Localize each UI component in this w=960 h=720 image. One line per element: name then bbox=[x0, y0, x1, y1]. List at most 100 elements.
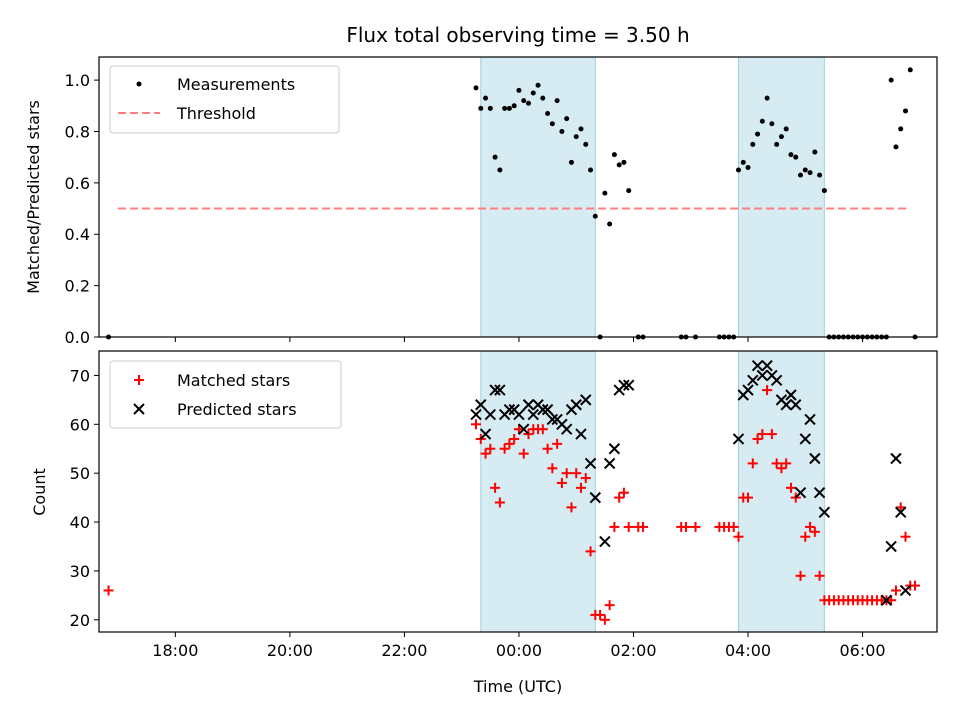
bot-series-1-point bbox=[742, 384, 754, 396]
bottom-legend-box bbox=[109, 360, 342, 429]
bot-series-0-point bbox=[595, 609, 606, 620]
top-series-0-point bbox=[568, 159, 574, 165]
bot-series-0-point bbox=[599, 614, 610, 625]
bot-series-1-point bbox=[513, 408, 525, 421]
bot-series-1-point bbox=[761, 359, 773, 372]
bot-series-0-point bbox=[580, 473, 591, 484]
x-tick-label: 04:00 bbox=[725, 641, 771, 660]
x-tick-label: 00:00 bbox=[496, 641, 542, 660]
top-series-0-point bbox=[592, 213, 598, 219]
bot-series-0-point bbox=[504, 438, 515, 449]
top-series-0-point bbox=[564, 116, 570, 122]
bot-series-0-point bbox=[542, 443, 553, 454]
bot-series-0-point bbox=[776, 463, 787, 474]
bot-series-1-point bbox=[770, 374, 783, 387]
bot-series-0-point bbox=[690, 521, 701, 532]
top-series-0-point bbox=[626, 188, 632, 194]
bot-series-0-point bbox=[571, 468, 582, 479]
top-series-0-point bbox=[812, 149, 818, 155]
bot-series-1-point bbox=[747, 374, 759, 387]
top-series-0-point bbox=[802, 167, 808, 173]
top-series-0-point bbox=[764, 95, 770, 101]
bot-series-1-point bbox=[785, 389, 797, 401]
legend-label-measurements: Measurements bbox=[177, 75, 295, 94]
bot-series-1-point bbox=[518, 423, 530, 435]
bot-series-0-point bbox=[566, 502, 577, 513]
bot-shaded-interval-1 bbox=[737, 350, 825, 633]
x-tick-label: 22:00 bbox=[381, 641, 427, 660]
top-series-0-point bbox=[903, 108, 909, 114]
bot-series-0-point bbox=[766, 429, 777, 440]
bot-series-0-point bbox=[575, 482, 586, 493]
top-series-0-point bbox=[506, 105, 512, 111]
top-series-0-point bbox=[497, 167, 503, 173]
bot-series-0-point bbox=[556, 477, 567, 488]
bot-series-1-point bbox=[470, 408, 482, 421]
bot-series-0-point bbox=[614, 492, 625, 503]
bot-series-1-point bbox=[527, 408, 539, 421]
bot-series-1-point bbox=[479, 428, 492, 440]
x-tick-label: 02:00 bbox=[610, 641, 656, 660]
top-legend-box bbox=[109, 65, 340, 134]
bot-series-0-point bbox=[547, 463, 558, 474]
bot-series-1-point bbox=[780, 399, 792, 411]
top-series-0-point bbox=[898, 126, 904, 132]
bot-series-0-point bbox=[604, 600, 615, 611]
top-series-0-point bbox=[778, 134, 784, 140]
bot-series-0-point bbox=[618, 487, 629, 498]
bot-series-1-point bbox=[560, 423, 573, 435]
bot-series-1-point bbox=[603, 457, 616, 470]
top-series-0-point bbox=[788, 152, 794, 158]
top-series-0-point bbox=[740, 159, 746, 165]
bot-series-1-point bbox=[751, 359, 764, 372]
bot-series-0-point bbox=[785, 482, 796, 493]
bot-series-1-point bbox=[494, 384, 506, 396]
bot-series-0-point bbox=[752, 433, 763, 444]
bot-series-1-point bbox=[608, 443, 621, 455]
bot-series-1-point bbox=[895, 506, 907, 518]
top-series-0-point bbox=[511, 103, 517, 109]
bot-series-0-point bbox=[103, 585, 114, 596]
top-series-0-point bbox=[750, 141, 756, 147]
legend-x-glyph bbox=[133, 403, 145, 415]
top-y-tick-label: 1.0 bbox=[65, 71, 90, 90]
top-shaded-interval-1 bbox=[737, 56, 825, 338]
top-series-0-point bbox=[535, 82, 541, 88]
bot-series-1-point bbox=[899, 584, 912, 597]
bot-series-0-point bbox=[552, 438, 563, 449]
bot-series-0-point bbox=[561, 468, 572, 479]
bot-series-0-point bbox=[743, 492, 754, 503]
top-series-0-point bbox=[616, 162, 622, 168]
bot-series-0-point bbox=[585, 546, 596, 557]
top-series-0-point bbox=[888, 77, 894, 83]
bot-series-0-point bbox=[771, 458, 782, 469]
top-legend: Measurements Threshold bbox=[109, 65, 340, 134]
bot-series-1-point bbox=[790, 399, 802, 411]
top-axes-frame bbox=[98, 56, 938, 338]
top-series-0-point bbox=[578, 126, 584, 132]
bot-series-0-point bbox=[480, 448, 491, 459]
top-series-0-point bbox=[783, 126, 789, 132]
top-series-0-point bbox=[521, 98, 527, 104]
x-tick-label: 20:00 bbox=[267, 641, 313, 660]
bot-series-0-point bbox=[809, 526, 820, 537]
top-series-0-point bbox=[530, 90, 536, 96]
top-series-0-point bbox=[502, 105, 508, 111]
top-series-0-point bbox=[545, 111, 551, 117]
bot-series-1-point bbox=[890, 452, 902, 465]
bot-y-tick-label: 70 bbox=[70, 366, 90, 385]
bot-series-1-point bbox=[503, 403, 516, 416]
bottom-panel: 18:00 20:00 22:00 00:00 02:00 04:00 06:00 20 30 4… bbox=[30, 350, 938, 696]
top-y-tick-label: 0.8 bbox=[65, 122, 90, 141]
top-series-0-point bbox=[745, 164, 751, 170]
bot-series-0-point bbox=[910, 580, 921, 591]
bot-series-1-point bbox=[813, 487, 826, 499]
bot-y-tick-label: 60 bbox=[70, 415, 90, 434]
top-series-0-point bbox=[755, 131, 761, 137]
bot-series-0-point bbox=[795, 570, 806, 581]
legend-label-matched-stars: Matched stars bbox=[177, 371, 290, 390]
top-shaded-interval-0 bbox=[480, 56, 596, 338]
bot-series-0-point bbox=[471, 419, 482, 430]
bot-series-1-point bbox=[570, 399, 582, 411]
top-series-0-point bbox=[540, 95, 546, 101]
